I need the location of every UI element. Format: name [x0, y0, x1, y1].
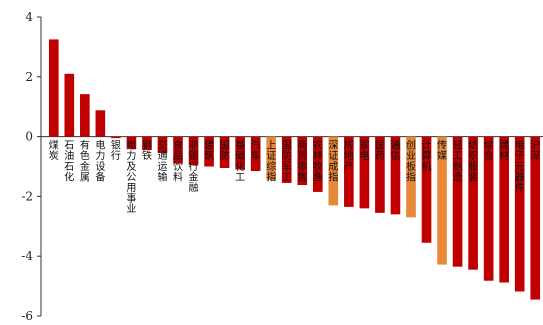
category-label-6: 电力及公用事业	[126, 139, 136, 216]
category-label-24: 创业板指	[406, 139, 416, 184]
bar-14	[250, 136, 261, 171]
category-label-23: 通信	[390, 140, 400, 163]
bar-30	[499, 136, 509, 283]
y-tick-label: 0	[25, 130, 33, 144]
bar-18	[312, 136, 323, 192]
category-label-1: 煤炭	[49, 139, 59, 163]
category-label-25: 计算机	[422, 139, 432, 173]
category-label-30: 建材	[499, 139, 509, 163]
y-tick-label: 2	[25, 70, 33, 84]
y-tick-label: -2	[21, 189, 33, 203]
bar-12	[219, 136, 230, 168]
category-label-12: 国防	[220, 140, 230, 163]
category-label-15: 上证综指	[266, 140, 276, 184]
bar-26	[437, 136, 447, 265]
bar-11	[204, 136, 214, 167]
bar-5	[111, 136, 121, 139]
bar-10	[188, 136, 199, 166]
bar-7	[142, 136, 152, 151]
category-label-31: 电子元器件	[515, 139, 525, 194]
category-label-21: 家电	[359, 139, 369, 163]
category-label-32: 沪深	[530, 139, 540, 163]
category-label-7: 钢铁	[142, 139, 152, 163]
category-label-27: 轻工制造	[453, 139, 463, 184]
category-label-17: 商贸零售	[297, 139, 307, 184]
category-label-3: 有色金属	[80, 139, 90, 184]
bar-15	[266, 136, 277, 180]
bar-19	[328, 136, 339, 206]
y-tick-label: -6	[21, 309, 33, 323]
bar-8	[157, 136, 168, 154]
bar-4	[95, 110, 106, 137]
category-label-19: 深证成指	[328, 140, 338, 184]
category-label-8: 交通运输	[157, 139, 167, 184]
bar-16	[281, 136, 292, 183]
category-label-14: 汽车	[251, 139, 261, 163]
bar-28	[468, 136, 478, 270]
category-label-10: 非银行金融	[189, 140, 199, 194]
bar-layer	[48, 39, 541, 300]
bar-29	[483, 136, 494, 281]
bar-27	[452, 136, 463, 267]
category-label-16: 国防军工	[282, 140, 292, 184]
bar-13	[235, 136, 245, 170]
bar-23	[390, 136, 401, 215]
category-label-11: 建筑	[204, 139, 214, 163]
bar-9	[173, 136, 183, 164]
y-tick-label: -4	[21, 249, 33, 263]
category-label-28: 纺织服装	[468, 139, 478, 184]
category-label-22: 医药	[375, 140, 385, 163]
bar-1	[48, 39, 59, 137]
category-label-13: 基础化工	[235, 139, 245, 184]
bar-22	[375, 136, 385, 213]
bar-21	[359, 136, 370, 209]
category-label-20: 房地产	[344, 139, 354, 173]
category-label-2: 石油石化	[64, 141, 74, 184]
bar-6	[126, 136, 137, 150]
category-label-29: 综合	[484, 139, 494, 163]
category-label-4: 电力设备	[95, 139, 105, 184]
bar-25	[421, 136, 432, 243]
category-label-26: 传媒	[437, 140, 447, 163]
category-label-5: 银行	[111, 139, 121, 163]
bar-32	[530, 136, 541, 300]
bar-24	[406, 136, 416, 218]
bar-2	[64, 73, 75, 137]
bar-20	[344, 136, 354, 207]
y-tick-label: 4	[25, 10, 33, 24]
label-layer: 煤炭石油石化有色金属电力设备银行电力及公用事业钢铁交通运输食品饮料非银行金融建筑…	[49, 139, 540, 216]
bar-3	[80, 94, 90, 137]
bar-17	[297, 136, 308, 186]
category-label-9: 食品饮料	[173, 139, 183, 184]
category-label-18: 农林牧渔	[313, 139, 323, 184]
bar-31	[514, 136, 525, 292]
